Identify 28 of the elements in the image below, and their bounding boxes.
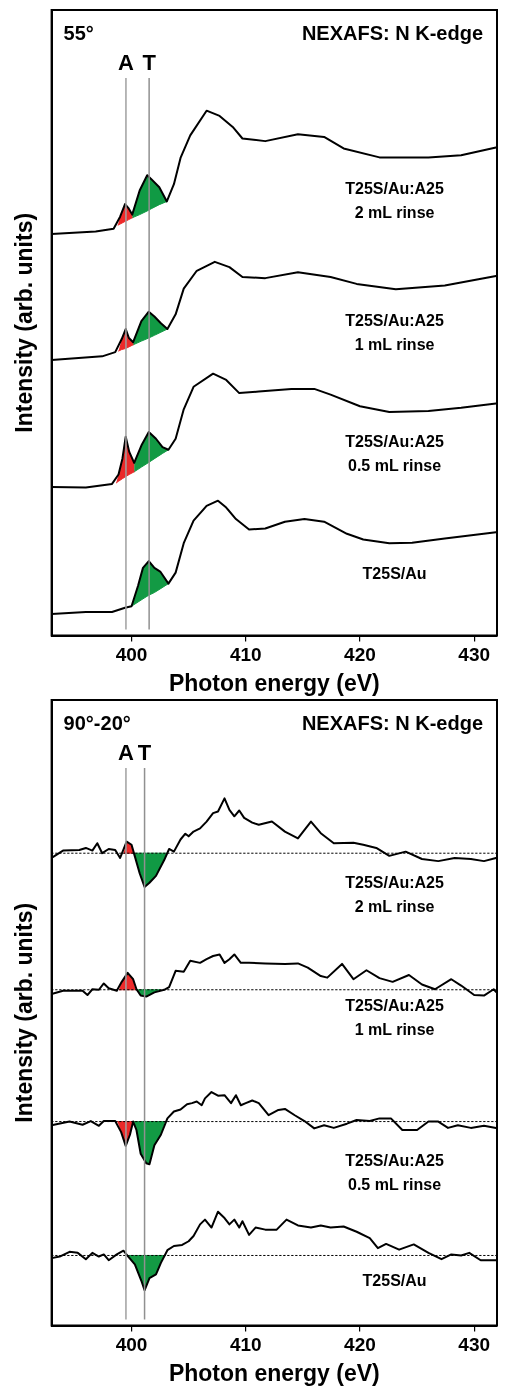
x-tick-label: 420 — [344, 1334, 376, 1356]
ref-line-label: A — [118, 50, 134, 76]
x-tick-label: 410 — [229, 1334, 262, 1356]
annotation: T25S/Au:A25 1 mL rinse — [345, 997, 444, 1039]
x-tick-label: 400 — [115, 644, 148, 666]
x-tick-label: 430 — [458, 1334, 491, 1356]
x-tick-label: 400 — [115, 1334, 148, 1356]
x-tick-label: 410 — [229, 644, 262, 666]
ref-line-label: A — [118, 740, 134, 766]
ref-line-label: T — [142, 50, 157, 76]
annotation: T25S/Au:A25 0.5 mL rinse — [345, 1152, 444, 1194]
chart-title: NEXAFS: N K-edge — [301, 21, 483, 44]
x-axis-title: Photon energy (eV) — [168, 1359, 380, 1386]
annotation: T25S/Au:A25 2 mL rinse — [345, 874, 444, 916]
y-axis-title: Intensity (arb. units) — [11, 212, 38, 433]
annotation: T25S/Au:A25 2 mL rinse — [345, 179, 444, 221]
annotation: T25S/Au:A25 0.5 mL rinse — [345, 433, 444, 475]
ref-line-label: T — [137, 740, 152, 766]
text: 55° — [63, 21, 94, 44]
chart-title: NEXAFS: N K-edge — [301, 711, 483, 734]
x-tick-label: 430 — [458, 644, 491, 666]
x-tick-label: 420 — [344, 644, 376, 666]
annotation: T25S/Au — [362, 1272, 427, 1290]
x-axis-title: Photon energy (eV) — [168, 669, 380, 696]
annotation: T25S/Au — [362, 565, 427, 583]
text: 90°-20° — [63, 711, 131, 734]
y-axis-title: Intensity (arb. units) — [11, 902, 38, 1123]
annotation: T25S/Au:A25 1 mL rinse — [345, 311, 444, 353]
